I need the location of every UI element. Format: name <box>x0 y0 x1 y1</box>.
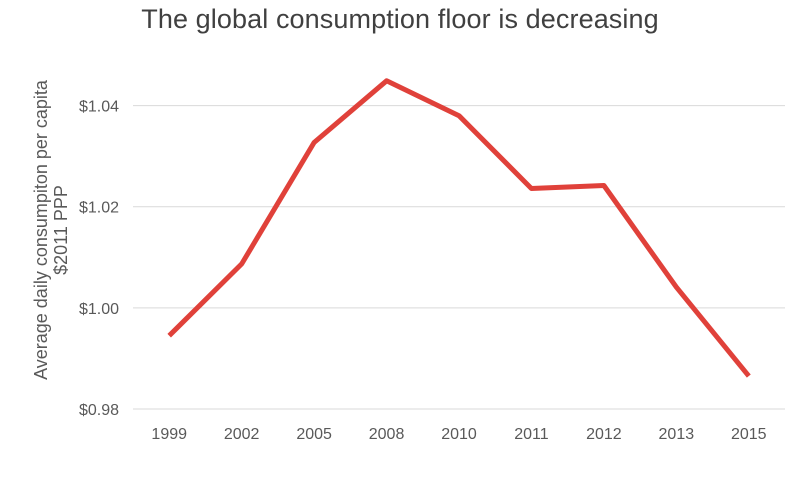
y-tick-label: $1.04 <box>79 99 119 116</box>
x-tick-labels: 1999 2002 2005 2008 2010 2011 2012 2013 2015 <box>151 426 766 443</box>
x-tick-label: 1999 <box>151 426 187 443</box>
x-tick-label: 2015 <box>731 426 767 443</box>
series-layer <box>167 78 751 378</box>
x-tick-label: 2013 <box>659 426 695 443</box>
y-axis-label-line-2: $2011 PPP <box>51 185 71 275</box>
y-tick-label: $1.00 <box>79 301 119 318</box>
x-tick-label: 2005 <box>296 426 332 443</box>
y-tick-label: $1.02 <box>79 200 119 217</box>
x-tick-label: 2002 <box>224 426 260 443</box>
x-tick-label: 2012 <box>586 426 622 443</box>
x-tick-label: 2008 <box>369 426 405 443</box>
chart-title: The global consumption floor is decreasi… <box>141 4 659 34</box>
series-line <box>167 78 751 378</box>
y-tick-labels: $0.98 $1.00 $1.02 $1.04 <box>79 99 119 419</box>
x-tick-label: 2011 <box>514 426 549 443</box>
y-axis-label: Average daily consumpiton per capita $20… <box>31 79 71 380</box>
y-axis-label-line-1: Average daily consumpiton per capita <box>31 79 51 380</box>
x-tick-label: 2010 <box>441 426 477 443</box>
gridlines <box>133 105 785 309</box>
y-tick-label: $0.98 <box>79 402 119 419</box>
